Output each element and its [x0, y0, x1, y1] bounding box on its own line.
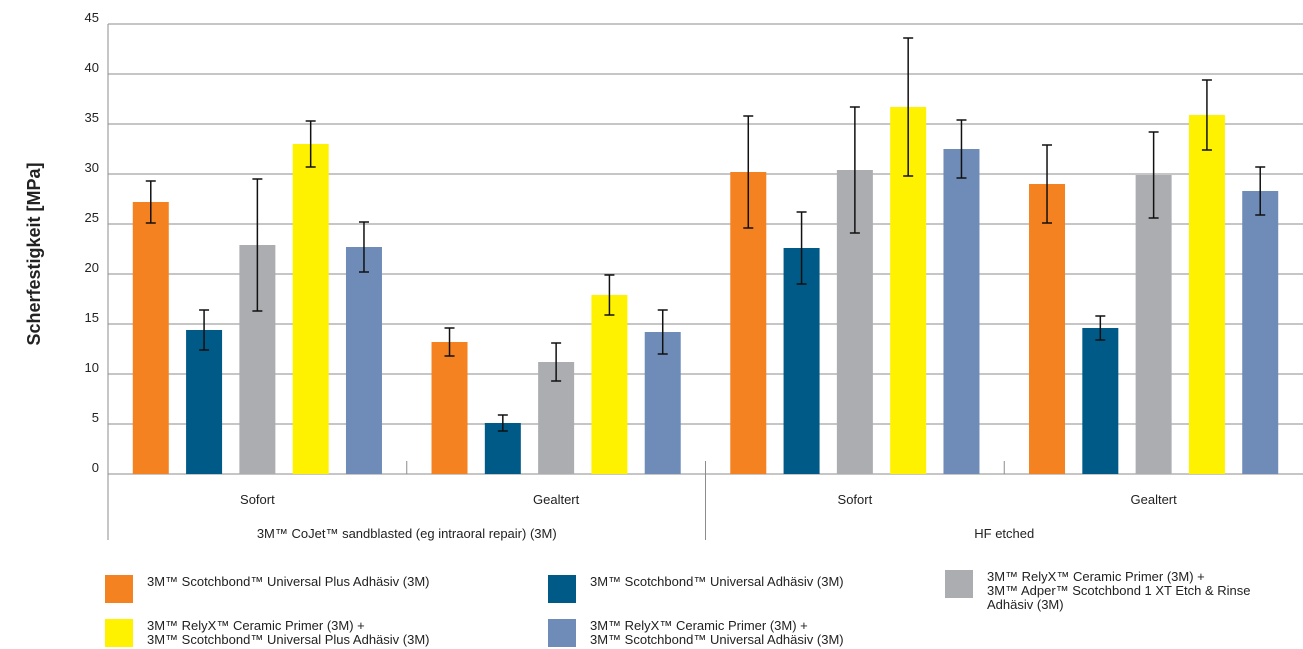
- legend-swatch: [105, 619, 133, 647]
- bar: [1188, 115, 1225, 474]
- bar: [132, 202, 169, 474]
- x-tick-label: Gealtert: [1131, 492, 1178, 507]
- x-tick-label: Sofort: [240, 492, 275, 507]
- bars: [132, 107, 1279, 474]
- y-axis-label: Scherfestigkeit [MPa]: [24, 162, 44, 345]
- bar: [1135, 175, 1172, 474]
- legend-swatch: [548, 619, 576, 647]
- error-bars: [145, 37, 1266, 432]
- x-axis: Sofort Gealtert 3M™ CoJet™ sandblasted (eg…: [240, 461, 1177, 541]
- legend-item: 3M™ Scotchbond™ Universal Plus Adhäsiv (…: [105, 575, 430, 603]
- legend-item: 3M™ RelyX™ Ceramic Primer (3M) + 3M™ Sco…: [548, 619, 844, 647]
- legend-swatch: [105, 575, 133, 603]
- x-tick-label: Sofort: [838, 492, 873, 507]
- legend-label: 3M™ RelyX™ Ceramic Primer (3M) + 3M™ Adp…: [987, 569, 1251, 612]
- bar: [591, 295, 628, 474]
- bar: [292, 144, 329, 474]
- y-axis-ticks: 0 5 10 15 20 25 30 35 40 45: [85, 10, 99, 475]
- legend-label: 3M™ RelyX™ Ceramic Primer (3M) + 3M™ Sco…: [590, 618, 844, 647]
- legend-item: 3M™ RelyX™ Ceramic Primer (3M) + 3M™ Sco…: [105, 619, 430, 647]
- y-tick-label: 40: [85, 60, 99, 75]
- legend-item: 3M™ Scotchbond™ Universal Adhäsiv (3M): [548, 575, 844, 603]
- bar: [644, 332, 681, 474]
- y-tick-label: 15: [85, 310, 99, 325]
- y-tick-label: 35: [85, 110, 99, 125]
- legend-label: 3M™ Scotchbond™ Universal Plus Adhäsiv (…: [147, 574, 430, 589]
- x-group-label: 3M™ CoJet™ sandblasted (eg intraoral rep…: [257, 526, 557, 541]
- legend-swatch: [548, 575, 576, 603]
- x-tick-label: Gealtert: [533, 492, 580, 507]
- legend-label: 3M™ Scotchbond™ Universal Adhäsiv (3M): [590, 574, 844, 589]
- y-tick-label: 25: [85, 210, 99, 225]
- y-tick-label: 45: [85, 10, 99, 25]
- bar: [1029, 184, 1066, 474]
- bar-chart: 0 5 10 15 20 25 30 35 40 45 Scherfestigkeit [MPa]…: [24, 10, 1303, 541]
- bar: [431, 342, 468, 474]
- bar: [943, 149, 980, 474]
- y-tick-label: 5: [92, 410, 99, 425]
- bar: [1242, 191, 1279, 474]
- bar: [1082, 328, 1119, 474]
- y-tick-label: 0: [92, 460, 99, 475]
- bar: [345, 247, 382, 474]
- bar: [783, 248, 820, 474]
- legend-item: 3M™ RelyX™ Ceramic Primer (3M) + 3M™ Adp…: [945, 570, 1251, 612]
- y-tick-label: 20: [85, 260, 99, 275]
- y-tick-label: 30: [85, 160, 99, 175]
- y-tick-label: 10: [85, 360, 99, 375]
- legend: 3M™ Scotchbond™ Universal Plus Adhäsiv (…: [0, 560, 1303, 649]
- bar: [186, 330, 223, 474]
- legend-swatch: [945, 570, 973, 598]
- x-group-label: HF etched: [974, 526, 1034, 541]
- legend-label: 3M™ RelyX™ Ceramic Primer (3M) + 3M™ Sco…: [147, 618, 430, 647]
